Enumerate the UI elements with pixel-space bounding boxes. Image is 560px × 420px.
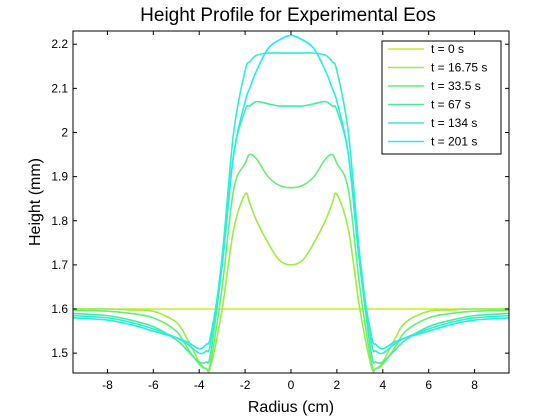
tick-layer: -8 -6 -4 -2 0 2 4 6 8 1.5 1.6 1.7 1.8 1.9 2 2.1 2.2	[51, 31, 509, 392]
y-tick-label: 1.5	[51, 346, 68, 360]
legend-label-2: t = 16.75 s	[431, 61, 487, 75]
x-tick-label: -6	[148, 378, 159, 392]
series-line-4	[72, 100, 510, 365]
x-tick-label: 4	[379, 378, 386, 392]
x-tick-label: -8	[102, 378, 113, 392]
legend: t = 0 s t = 16.75 s t = 33.5 s t = 67 s t = …	[381, 40, 502, 155]
x-tick-label: 6	[425, 378, 432, 392]
y-tick-label: 2.1	[51, 81, 68, 95]
chart-title: Height Profile for Experimental Eos	[140, 5, 436, 26]
x-tick-label: 0	[288, 378, 295, 392]
y-tick-label: 1.6	[51, 302, 68, 316]
legend-label-6: t = 201 s	[431, 135, 477, 149]
x-axis-label: Radius (cm)	[248, 399, 334, 416]
x-tick-label: -4	[194, 378, 205, 392]
y-tick-label: 2.2	[51, 37, 68, 51]
legend-box	[381, 40, 502, 155]
x-tick-label: 8	[471, 378, 478, 392]
legend-label-4: t = 67 s	[431, 98, 471, 112]
x-tick-label: -2	[240, 378, 251, 392]
series-line-5	[72, 52, 510, 355]
y-tick-label: 1.9	[51, 170, 68, 184]
y-tick-label: 2	[61, 125, 68, 139]
legend-label-3: t = 33.5 s	[431, 79, 481, 93]
y-tick-label: 1.7	[51, 258, 68, 272]
y-axis-label: Height (mm)	[27, 158, 44, 246]
y-tick-label: 1.8	[51, 214, 68, 228]
x-tick-label: 2	[334, 378, 341, 392]
series-layer	[72, 34, 510, 373]
series-line-6	[72, 34, 510, 350]
legend-label-5: t = 134 s	[431, 116, 477, 130]
legend-label-1: t = 0 s	[431, 42, 464, 56]
